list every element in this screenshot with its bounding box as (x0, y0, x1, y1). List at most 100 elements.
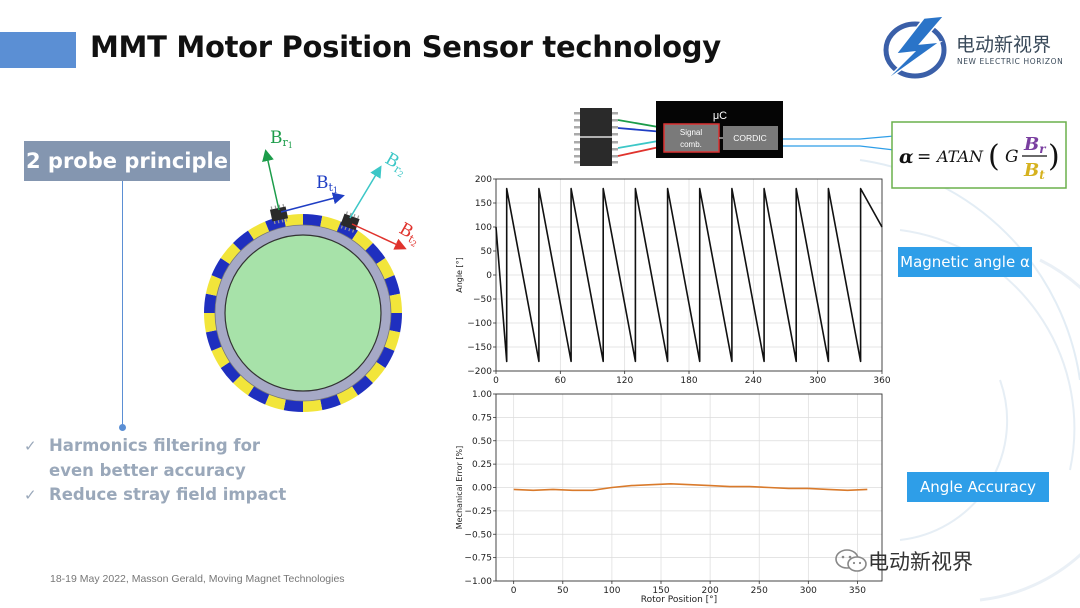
magnet-segment (303, 399, 323, 412)
magnet-segment (389, 293, 402, 313)
magnet-segment (220, 361, 241, 384)
x-tick-label: 50 (557, 586, 569, 596)
wechat-account-label: 电动新视界 (868, 550, 973, 574)
x-tick-label: 240 (745, 376, 762, 386)
y-tick-label: −0.25 (464, 507, 492, 517)
signal-comb-line2: comb. (680, 140, 702, 149)
magnet-segment (365, 242, 386, 265)
x-tick-label: 60 (555, 376, 567, 386)
magnet-segment (351, 230, 374, 251)
bt1-arrow (280, 192, 345, 213)
x-tick-label: 0 (511, 586, 517, 596)
y-tick-label: 50 (481, 247, 493, 257)
magnet-segment (232, 230, 255, 251)
y-tick-label: −0.50 (464, 530, 492, 540)
y-tick-label: −150 (467, 343, 492, 353)
uc-title: μC (713, 110, 727, 122)
magnet-segment (351, 375, 374, 396)
rotor-core (224, 234, 382, 392)
connector-dot (119, 424, 126, 431)
x-tick-label: 180 (680, 376, 697, 386)
magnet-segment (247, 386, 270, 405)
logo-bolt-icon (883, 15, 947, 83)
sensor-chip-2 (340, 211, 360, 233)
connector-line (122, 181, 123, 427)
svg-text:G: G (1005, 147, 1019, 167)
magnet-segment (283, 214, 303, 227)
y-tick-label: −50 (473, 295, 492, 305)
logo-text-en: NEW ELECTRIC HORIZON (957, 57, 1064, 66)
y-tick-label: 0.50 (472, 437, 492, 447)
bullet-item: ✓ Harmonics filtering for (24, 434, 286, 459)
svg-text:=: = (917, 147, 931, 167)
title-accent-bar (0, 32, 76, 68)
y-tick-label: 200 (475, 175, 492, 185)
y-tick-label: 1.00 (472, 390, 492, 400)
y-tick-label: −100 (467, 319, 492, 329)
y-tick-label: 150 (475, 199, 492, 209)
label-br1: Br1 (270, 128, 293, 150)
x-tick-label: 300 (800, 586, 817, 596)
y-tick-label: 0.75 (472, 413, 492, 423)
magnet-segment (247, 221, 270, 240)
magnet-segment (211, 346, 230, 369)
y-tick-label: −0.75 (464, 554, 492, 564)
cordic-block (723, 126, 778, 150)
x-tick-label: 250 (751, 586, 768, 596)
y-tick-label: −1.00 (464, 577, 492, 587)
label-bt1: Bt1 (316, 173, 338, 195)
check-icon: ✓ (24, 486, 37, 504)
footer-text: 18-19 May 2022, Masson Gerald, Moving Ma… (50, 573, 345, 585)
angle-accuracy-label: Angle Accuracy (907, 472, 1049, 502)
wechat-icon (835, 549, 867, 572)
x-tick-label: 100 (603, 586, 620, 596)
svg-text:Br: Br (1023, 134, 1047, 156)
magnet-segment (389, 313, 402, 333)
magnet-segment (220, 242, 241, 265)
logo-text-cn: 电动新视界 (956, 34, 1052, 56)
formula: α = ATAN ( G Br Bt ) (899, 134, 1060, 182)
magnet-segment (365, 361, 386, 384)
y-tick-label: 0 (486, 271, 492, 281)
magnet-segment (376, 257, 395, 280)
magnet-segment (303, 214, 323, 227)
magnet-segment (336, 386, 359, 405)
probe-principle-box: 2 probe principle (24, 141, 230, 181)
signal-comb-line1: Signal (680, 128, 702, 137)
cordic-label: CORDIC (733, 133, 767, 143)
ic-package (574, 108, 618, 166)
svg-text:): ) (1048, 139, 1060, 174)
svg-text:Bt: Bt (1023, 160, 1045, 182)
svg-text:ATAN: ATAN (935, 147, 984, 166)
series-line (513, 482, 868, 492)
x-tick-label: 150 (652, 586, 669, 596)
x-axis-label: Rotor Position [°] (641, 595, 717, 605)
magnet-segment (211, 257, 230, 280)
magnet-segment (283, 399, 303, 412)
magnetic-angle-label: Magnetic angle α (898, 247, 1032, 277)
svg-text:(: ( (988, 139, 1000, 174)
bt2-arrow (351, 223, 407, 250)
formula-box (891, 121, 1067, 189)
x-tick-label: 300 (809, 376, 826, 386)
callout-line (783, 135, 895, 140)
check-icon: ✓ (24, 437, 37, 455)
magnet-segment (376, 346, 395, 369)
y-tick-label: −200 (467, 367, 492, 377)
svg-text:α: α (899, 146, 914, 168)
y-tick-label: 0.25 (472, 460, 492, 470)
x-tick-label: 200 (702, 586, 719, 596)
br2-arrow (349, 165, 382, 219)
br1-arrow (262, 149, 280, 211)
sensor-chip-1 (269, 203, 289, 225)
magnet-segment (204, 313, 217, 333)
magnet-segment (232, 375, 255, 396)
y-axis-label: Angle [°] (455, 257, 464, 293)
bullet-item: ✓ Reduce stray field impact (24, 483, 286, 508)
x-tick-label: 360 (873, 376, 890, 386)
error-chart: 0 50 100 150 200 250 300 350 1.00 0.75 0.50 0.25 0.0… (455, 390, 883, 605)
x-tick-label: 0 (493, 376, 499, 386)
